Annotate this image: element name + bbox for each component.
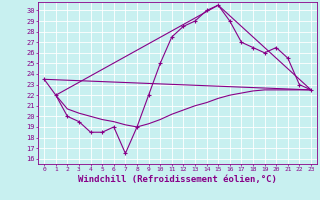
- X-axis label: Windchill (Refroidissement éolien,°C): Windchill (Refroidissement éolien,°C): [78, 175, 277, 184]
